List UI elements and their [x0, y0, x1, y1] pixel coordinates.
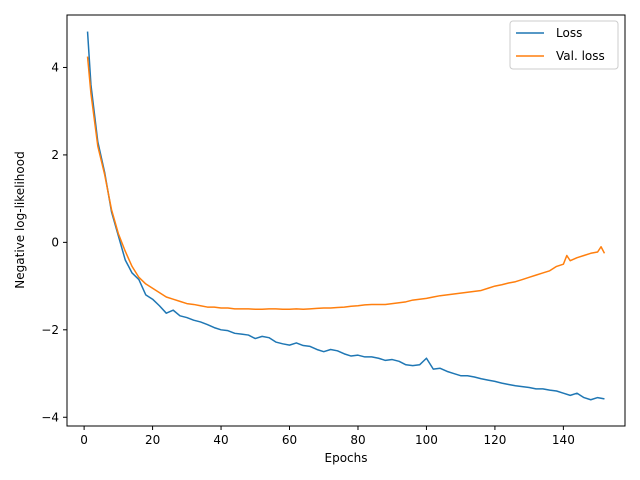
series-lines	[86, 31, 606, 401]
x-tick-label: 0	[80, 433, 88, 447]
x-tick-label: 20	[145, 433, 160, 447]
x-tick-label: 40	[213, 433, 228, 447]
y-tick-label: 2	[51, 148, 59, 162]
legend: Loss Val. loss	[509, 20, 619, 70]
x-axis: 0 20 40 60 80 100 120 140	[80, 426, 575, 447]
legend-label-val-loss: Val. loss	[556, 49, 605, 63]
y-tick-label: 4	[51, 60, 59, 74]
x-axis-label: Epochs	[325, 451, 368, 465]
plot-frame	[66, 14, 626, 427]
series-line-loss	[86, 31, 605, 401]
y-tick-label: −4	[41, 410, 59, 424]
y-axis-label: Negative log-likelihood	[13, 151, 27, 288]
x-tick-label: 120	[483, 433, 506, 447]
legend-label-loss: Loss	[556, 26, 582, 40]
x-tick-label: 60	[282, 433, 297, 447]
y-tick-label: 0	[51, 235, 59, 249]
x-tick-label: 140	[552, 433, 575, 447]
series-line-val-loss	[86, 56, 606, 311]
x-tick-label: 100	[415, 433, 438, 447]
x-tick-label: 80	[350, 433, 365, 447]
y-axis: −4 −2 0 2 4	[41, 60, 67, 424]
y-tick-label: −2	[41, 323, 59, 337]
